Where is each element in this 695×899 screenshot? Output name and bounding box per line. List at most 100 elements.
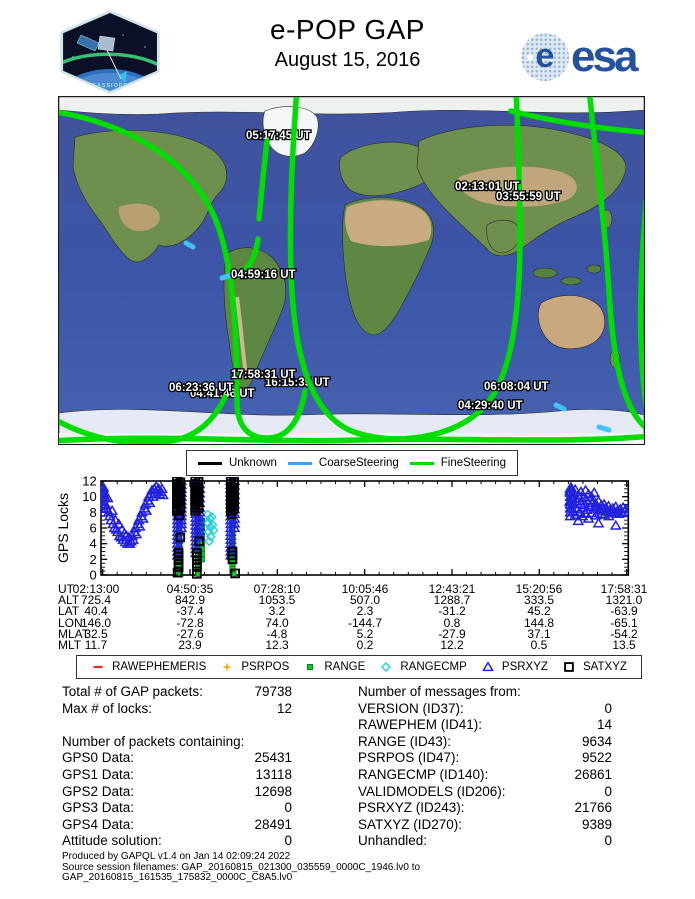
cell-value: 32.5 xyxy=(84,626,108,641)
ephemeris-row-lat: LAT 40.4 -37.4 3.2 2.3 -31.2 45.2 -63.9 xyxy=(0,604,695,619)
row-label: LAT xyxy=(58,604,80,619)
stat-label: Attitude solution: xyxy=(62,833,162,849)
cell-value: -37.4 xyxy=(176,604,204,619)
esa-globe-icon: e xyxy=(521,33,569,81)
stat-value: 12698 xyxy=(254,783,292,799)
stat-label: Total # of GAP packets: xyxy=(62,684,203,699)
map-time-label: 06:23:36 UT xyxy=(169,382,234,394)
cell-value: -63.9 xyxy=(610,604,638,619)
legend-label: PSRXYZ xyxy=(501,661,548,673)
legend-item-psrpos: PSRPOS xyxy=(220,660,289,674)
square_open-marker-icon xyxy=(564,662,574,672)
cell-value: -4.8 xyxy=(266,626,288,641)
cell-value: 12.2 xyxy=(440,638,464,652)
map-time-label: 16:15:35 UT xyxy=(265,377,330,389)
cell-value: 5.2 xyxy=(356,626,374,641)
legend-item-psrxyz: PSRXYZ xyxy=(481,660,548,674)
y-tick-label: 10 xyxy=(82,489,96,504)
coarse-steering-segment xyxy=(553,402,567,412)
steering-legend: Unknown CoarseSteering FineSteering xyxy=(186,450,518,476)
legend-item-satxyz: SATXYZ xyxy=(562,660,627,674)
cell-value: 10:05:46 xyxy=(341,582,389,596)
row-label: UT xyxy=(58,582,74,596)
row-label: MLAT xyxy=(58,626,90,641)
cell-value: 0.8 xyxy=(443,615,461,630)
stat-value: 13118 xyxy=(255,767,292,782)
coarse-steering-segment xyxy=(219,272,234,281)
stat-value: 79738 xyxy=(254,684,292,699)
patch-label: CASSIOPE xyxy=(92,83,128,89)
legend-item-rangecmp: RANGECMP xyxy=(379,660,467,674)
stat-label: Number of messages from: xyxy=(358,684,521,699)
fine-steering-track xyxy=(234,236,261,279)
cell-value: 0.5 xyxy=(530,638,548,652)
y-tick-label: 2 xyxy=(89,552,96,567)
cell-value: 11.7 xyxy=(84,638,108,652)
stat-label: SATXYZ (ID270): xyxy=(358,816,463,832)
y-tick-label: 6 xyxy=(89,521,96,536)
legend-line-swatch xyxy=(197,461,222,465)
ephemeris-row-ut: UT 02:13:00 04:50:35 07:28:10 10:05:46 12:43:… xyxy=(0,582,695,596)
stat-label: PSRXYZ (ID243): xyxy=(358,800,465,816)
ephemeris-row-alt: ALT 725.4 842.9 1053.5 507.0 1288.7 333.5 1321.… xyxy=(0,593,695,608)
stat-label: GPS4 Data: xyxy=(62,816,135,832)
stat-value: 9634 xyxy=(581,733,612,749)
legend-item-unknown: Unknown xyxy=(197,457,277,469)
cell-value: 17:58:31 xyxy=(600,582,648,596)
map-time-label: 04:59:16 UT xyxy=(231,269,296,281)
cell-value: 15:20:56 xyxy=(515,582,563,596)
row-label: LON xyxy=(58,615,83,630)
y-tick-label: 8 xyxy=(89,505,96,520)
stat-label: GPS2 Data: xyxy=(62,783,135,799)
page-title: e-POP GAP xyxy=(270,14,425,45)
esa-logo: e esa xyxy=(521,33,638,81)
map-time-label: 17:58:31 UT xyxy=(231,369,296,381)
cell-value: -54.2 xyxy=(610,626,638,641)
cell-value: -72.8 xyxy=(176,615,204,630)
patch-satellite xyxy=(76,34,127,83)
square_fill-marker-icon xyxy=(307,664,314,670)
cell-value: 02:13:00 xyxy=(72,582,120,596)
cassiope-mission-patch: CASSIOPE xyxy=(56,10,164,94)
stat-value: 9522 xyxy=(581,750,612,766)
aurora-streak xyxy=(63,52,157,67)
coarse-steering-segment xyxy=(183,240,196,250)
legend-item-rawephemeris: RAWEPHEMERIS xyxy=(91,660,206,674)
cell-value: 12:43:21 xyxy=(428,582,476,596)
cell-value: 146.0 xyxy=(80,615,112,630)
stat-label: RANGE (ID43): xyxy=(358,733,452,749)
marker-legend: RAWEPHEMERIS PSRPOS RANGE RANGECMP PSRXYZ SAT… xyxy=(76,655,642,679)
stat-value: 14 xyxy=(596,717,612,733)
map-time-label: 04:29:40 UT xyxy=(458,400,523,412)
row-label: ALT xyxy=(58,593,80,608)
cell-value: 1321.0 xyxy=(605,593,643,608)
stat-label: GPS0 Data: xyxy=(62,750,135,766)
stat-value: 25431 xyxy=(254,750,292,766)
cell-value: -144.7 xyxy=(347,615,383,630)
map-time-label: 03:55:59 UT xyxy=(496,191,561,203)
stat-value: 0 xyxy=(284,800,292,816)
legend-item-range: RANGE xyxy=(303,660,365,674)
stat-value: 26861 xyxy=(574,767,612,782)
title-block: e-POP GAP August 15, 2016 xyxy=(0,14,695,72)
cell-value: 45.2 xyxy=(527,604,551,619)
y-axis-label: GPS Locks xyxy=(55,493,71,563)
coarse-steering-segments xyxy=(183,240,612,433)
legend-item-coarsesteering: CoarseSteering xyxy=(287,457,399,469)
stat-label: Number of packets containing: xyxy=(62,733,245,749)
ephemeris-row-mlt: MLT 11.7 23.9 12.3 0.2 12.2 0.5 13.5 xyxy=(0,638,695,652)
stat-label: PSRPOS (ID47): xyxy=(358,750,460,766)
stat-value: 0 xyxy=(284,833,292,849)
stat-label: RAWEPHEM (ID41): xyxy=(358,717,483,733)
cell-value: 507.0 xyxy=(349,593,381,608)
legend-label: FineSteering xyxy=(440,457,506,469)
map-time-label: 02:13:01 UT xyxy=(455,181,520,193)
cell-value: 07:28:10 xyxy=(253,582,301,596)
diamond-marker-icon xyxy=(381,662,392,672)
legend-label: RANGECMP xyxy=(400,661,467,673)
produced-by-line: Produced by GAPQL v1.4 on Jan 14 02:09:2… xyxy=(62,851,291,862)
legend-label: CoarseSteering xyxy=(318,457,399,469)
